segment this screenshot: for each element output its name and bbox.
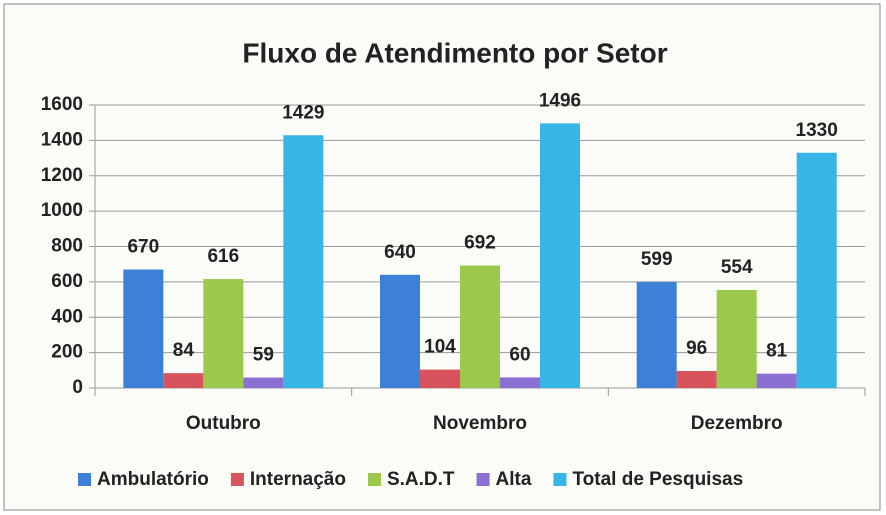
- x-tick-label: Dezembro: [691, 413, 783, 434]
- bar: [716, 290, 757, 388]
- y-tick-label: 600: [51, 271, 83, 292]
- data-label: 60: [509, 344, 530, 365]
- data-label: 84: [173, 340, 195, 361]
- data-label: 81: [766, 341, 788, 362]
- y-tick-label: 400: [51, 306, 83, 327]
- chart-title: Fluxo de Atendimento por Setor: [242, 37, 667, 68]
- bar: [636, 282, 677, 388]
- data-label: 599: [641, 249, 673, 270]
- legend-swatch: [230, 473, 244, 486]
- data-label: 1429: [282, 102, 324, 123]
- data-label: 59: [253, 345, 274, 366]
- bar: [420, 369, 460, 388]
- data-label: 640: [384, 242, 416, 263]
- legend-label: Total de Pesquisas: [572, 469, 743, 490]
- bar: [540, 123, 580, 389]
- legend-label: S.A.D.T: [387, 469, 455, 490]
- data-label: 1330: [796, 120, 838, 141]
- bar: [283, 135, 324, 388]
- data-label: 104: [424, 337, 456, 358]
- y-tick-label: 1600: [41, 94, 83, 115]
- y-tick-label: 1200: [41, 165, 83, 186]
- legend-swatch: [553, 473, 567, 486]
- bar: [203, 279, 244, 388]
- data-label: 670: [127, 237, 159, 258]
- x-tick-label: Outubro: [186, 413, 261, 434]
- bar: [500, 377, 540, 388]
- y-tick-label: 0: [72, 377, 83, 398]
- bar: [796, 152, 837, 388]
- legend-swatch: [476, 473, 490, 486]
- y-tick-label: 1000: [41, 200, 83, 221]
- legend-swatch: [367, 473, 381, 486]
- bar: [243, 377, 284, 388]
- y-tick-label: 200: [51, 342, 83, 363]
- legend-swatch: [78, 473, 91, 486]
- data-label: 616: [207, 246, 239, 267]
- legend-label: Internação: [250, 469, 346, 490]
- data-label: 96: [686, 338, 707, 359]
- bar: [460, 265, 500, 388]
- data-label: 1496: [539, 90, 581, 111]
- x-tick-label: Novembro: [433, 413, 527, 434]
- bar: [380, 274, 420, 388]
- data-label: 692: [464, 233, 496, 254]
- y-tick-label: 1400: [41, 129, 83, 150]
- chart-frame: [3, 3, 881, 511]
- bar: [123, 269, 164, 388]
- bar: [676, 371, 717, 388]
- data-label: 554: [721, 257, 753, 278]
- y-tick-label: 800: [51, 236, 83, 257]
- legend-label: Alta: [496, 469, 532, 490]
- legend-label: Ambulatório: [97, 469, 209, 490]
- bar: [163, 373, 204, 388]
- bar: [756, 373, 797, 388]
